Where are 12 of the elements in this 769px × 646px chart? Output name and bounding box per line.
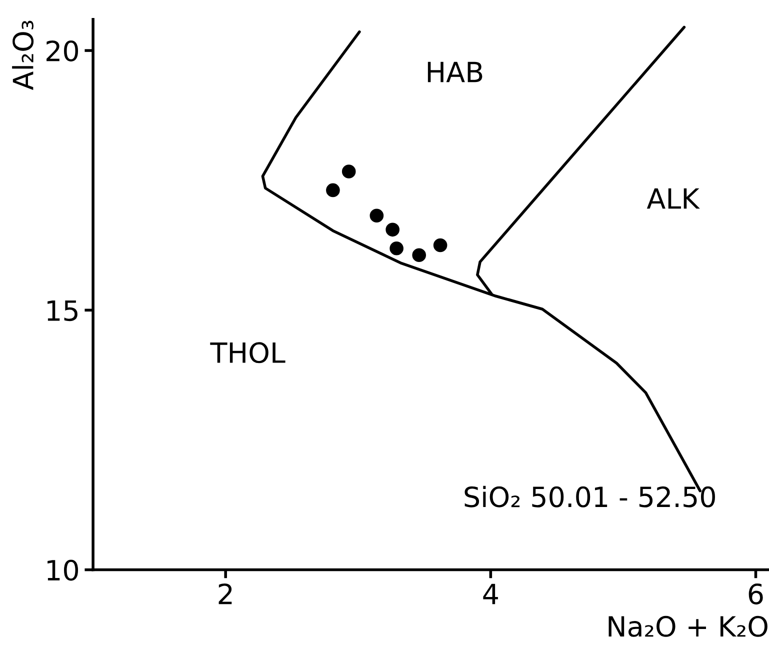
x-axis-title: Na₂O + K₂O bbox=[608, 616, 768, 637]
annotation: HAB bbox=[428, 62, 482, 82]
x-tick-label: 4 bbox=[483, 584, 498, 604]
x-tick-label: 6 bbox=[748, 583, 763, 604]
y-axis-title: Al₂O₃ bbox=[12, 20, 34, 90]
annotation: ALK bbox=[646, 188, 700, 209]
annotation: THOL bbox=[210, 342, 286, 364]
y-tick-label: 20 bbox=[46, 40, 78, 62]
annotation: SiO₂ 50.01 - 52.50 bbox=[464, 486, 715, 508]
x-tick-label: 2 bbox=[218, 583, 232, 604]
y-tick-label: 10 bbox=[48, 560, 78, 581]
y-tick-label: 15 bbox=[48, 300, 78, 322]
